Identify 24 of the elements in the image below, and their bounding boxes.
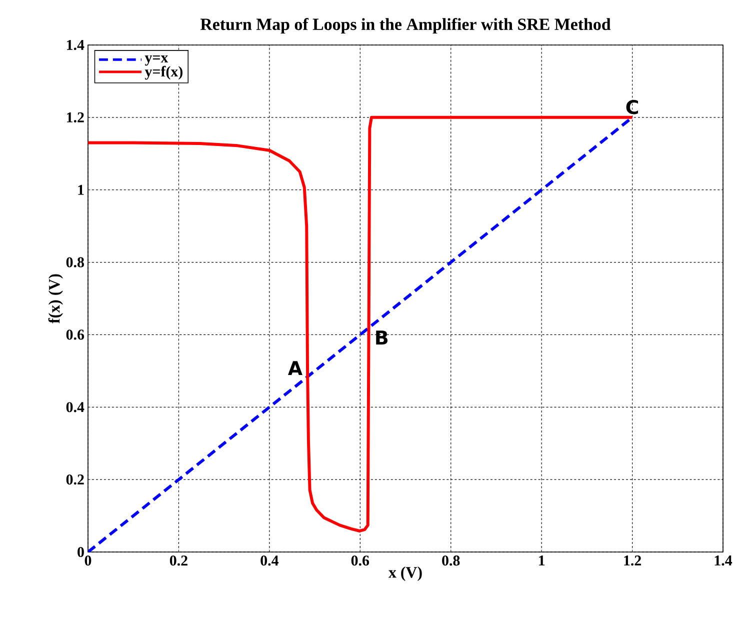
annotation: B	[376, 330, 388, 344]
y-tick-label: 0.8	[66, 257, 84, 268]
legend-label: y=f(x)	[144, 66, 182, 80]
y-tick-label: 1.4	[67, 40, 84, 50]
x-tick-label: 0	[84, 556, 92, 566]
x-tick-label: 1.2	[624, 556, 641, 566]
y-tick-label: 0.6	[66, 330, 84, 340]
y-tick-label: 0.4	[66, 402, 84, 412]
legend-label: y=x	[144, 55, 168, 66]
y-tick-label: 0	[78, 546, 84, 558]
y-axis-title: f(x) (V)	[48, 274, 63, 324]
x-tick-label: 0.6	[351, 556, 370, 566]
x-tick-label: 0.8	[442, 556, 460, 566]
y-tick-label: 1	[78, 184, 84, 195]
x-tick-label: 1.4	[714, 556, 732, 566]
x-tick-label: 0.4	[260, 556, 278, 566]
x-axis-title: x (V)	[388, 566, 422, 581]
y-tick-label: 0.2	[66, 474, 84, 485]
y-tick-label: 1.2	[67, 112, 84, 122]
chart-title: Return Map of Loops in the Amplifier with SRE Method	[200, 18, 611, 34]
annotation: C	[626, 100, 638, 114]
x-tick-label: 0.2	[170, 556, 188, 566]
x-tick-label: 1	[539, 556, 545, 566]
annotation: A	[288, 361, 302, 375]
